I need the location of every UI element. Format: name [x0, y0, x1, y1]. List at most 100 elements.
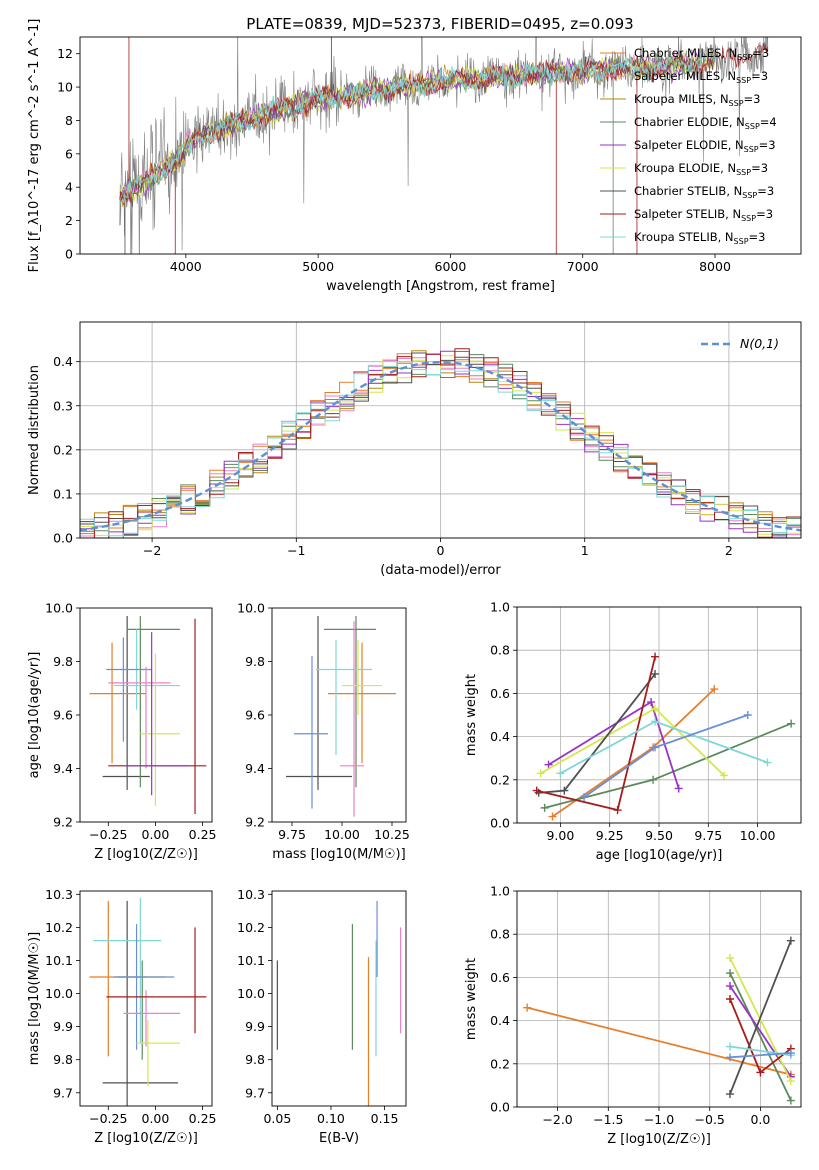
y-tick-label: 1.0: [490, 884, 510, 899]
x-tick-label: 5000: [302, 259, 334, 274]
y-tick-label: 0.2: [490, 1056, 510, 1071]
data-point-marker: [710, 685, 719, 694]
y-tick-label: 9.7: [53, 1085, 73, 1100]
data-point-marker: [726, 1042, 734, 1051]
legend-label: Kroupa ELODIE, NSSP=3: [634, 161, 768, 177]
legend-label: Chabrier MILES, NSSP=3: [634, 46, 769, 62]
x-tick-label: 0.25: [189, 1111, 217, 1126]
x-tick-label: 2: [725, 543, 733, 558]
axes-frame: [271, 607, 407, 823]
y-tick-label: 10.1: [45, 953, 73, 968]
data-point-marker: [523, 1003, 532, 1012]
y-tick-label: 0: [65, 247, 73, 262]
mass-weight-line: [538, 673, 656, 794]
x-tick-label: 0.00: [142, 1111, 170, 1126]
legend-label: Chabrier ELODIE, NSSP=4: [634, 115, 777, 131]
data-point-marker: [651, 717, 660, 726]
y-tick-label: 10.0: [45, 986, 73, 1001]
axes-frame: [516, 606, 802, 824]
y-tick-label: 10.1: [237, 953, 265, 968]
y-tick-label: 0.8: [490, 927, 510, 942]
y-tick-label: 9.7: [245, 1085, 265, 1100]
data-point-marker: [560, 786, 569, 795]
y-tick-label: 10.3: [237, 887, 265, 902]
data-point-marker: [651, 704, 660, 713]
x-axis-label: E(B-V): [319, 1131, 359, 1146]
data-point-marker: [544, 760, 553, 769]
x-tick-label: 0.15: [371, 1111, 399, 1126]
age-vs-metallicity-plot: −0.25 0.00 0.25 9.2 9.4 9.6 9.8 10.0 Z [log10(Z/…: [27, 601, 216, 863]
y-tick-label: 10.2: [45, 920, 73, 935]
x-tick-label: 6000: [435, 259, 467, 274]
x-axis-label: age [log10(age/yr)]: [596, 848, 723, 863]
data-point-marker: [726, 969, 734, 978]
y-tick-label: 9.2: [245, 815, 265, 830]
y-axis-label: mass weight: [464, 958, 479, 1040]
y-tick-label: 9.9: [53, 1019, 73, 1034]
model-spectrum: [119, 42, 768, 205]
y-tick-label: 9.6: [53, 708, 73, 723]
y-tick-label: 9.2: [53, 815, 73, 830]
data-point-marker: [556, 769, 565, 778]
x-tick-label: 10.25: [374, 827, 410, 842]
data-point-marker: [651, 669, 660, 678]
legend-label: N(0,1): [740, 336, 779, 351]
x-tick-label: 9.00: [546, 828, 574, 843]
y-tick-label: 2: [65, 213, 73, 228]
x-tick-label: −0.25: [89, 1111, 127, 1126]
x-tick-label: −2.0: [542, 1112, 572, 1127]
data-point-marker: [743, 711, 752, 719]
plot-area: [80, 348, 801, 538]
y-tick-label: 0.3: [53, 398, 73, 413]
plot-area: [89, 897, 207, 1106]
y-tick-label: 0.2: [490, 772, 510, 787]
x-tick-label: 9.25: [596, 828, 624, 843]
data-point-marker: [613, 806, 622, 815]
mass-weight-line: [729, 1052, 791, 1059]
y-tick-label: 0.1: [53, 486, 73, 501]
plot-area: [89, 616, 207, 814]
mass-weight-line: [526, 1006, 792, 1076]
mass-weight-line: [729, 972, 792, 1101]
data-point-marker: [756, 1068, 765, 1077]
data-point-marker: [726, 953, 734, 962]
x-tick-label: −0.25: [89, 827, 127, 842]
y-tick-label: 9.8: [53, 1052, 73, 1067]
x-axis-label: Z [log10(Z/Z☉)]: [94, 847, 198, 862]
legend-label: Kroupa STELIB, NSSP=3: [634, 230, 765, 246]
x-tick-label: 10.00: [324, 827, 360, 842]
data-point-marker: [786, 1049, 795, 1057]
y-tick-label: 9.8: [245, 1052, 265, 1067]
data-point-marker: [532, 786, 541, 795]
y-tick-label: 0.4: [53, 354, 73, 369]
x-tick-label: 0.10: [317, 1111, 345, 1126]
y-tick-label: 4: [65, 180, 73, 195]
y-tick-label: 9.8: [53, 654, 73, 669]
x-tick-label: 0: [437, 543, 445, 558]
y-tick-label: 0.0: [53, 531, 73, 546]
x-tick-label: 9.75: [694, 828, 722, 843]
y-axis-label: Flux [f_λ10^-17 erg cm^-2 s^-1 A^-1]: [27, 19, 42, 273]
figure-title: PLATE=0839, MJD=52373, FIBERID=0495, z=0…: [246, 15, 633, 33]
x-tick-label: 4000: [170, 259, 202, 274]
y-tick-label: 8: [65, 113, 73, 128]
y-tick-label: 10.3: [45, 887, 73, 902]
data-point-marker: [548, 812, 557, 821]
legend-label: Salpeter MILES, NSSP=3: [634, 69, 768, 85]
y-tick-label: 9.9: [245, 1019, 265, 1034]
y-tick-label: 10.0: [237, 601, 265, 616]
x-tick-label: 10.00: [740, 828, 776, 843]
x-tick-label: 0.0: [750, 1112, 770, 1127]
mass-weight-line: [729, 940, 792, 1095]
y-tick-label: 0.0: [490, 1100, 510, 1115]
axes-frame: [79, 321, 802, 539]
y-tick-label: 0.6: [490, 686, 510, 701]
data-point-marker: [726, 1090, 734, 1099]
data-point-marker: [536, 769, 545, 778]
y-tick-label: 0.8: [490, 643, 510, 658]
x-axis-label: mass [log10(M/M☉)]: [272, 847, 405, 862]
y-tick-label: 9.8: [245, 654, 265, 669]
x-axis-label: (data-model)/error: [380, 563, 501, 578]
massweight-vs-metallicity-plot: −2.0 −1.5 −1.0 −0.5 0.0 0.0 0.2 0.4 0.6 0.8 1.0 Z […: [464, 884, 802, 1147]
